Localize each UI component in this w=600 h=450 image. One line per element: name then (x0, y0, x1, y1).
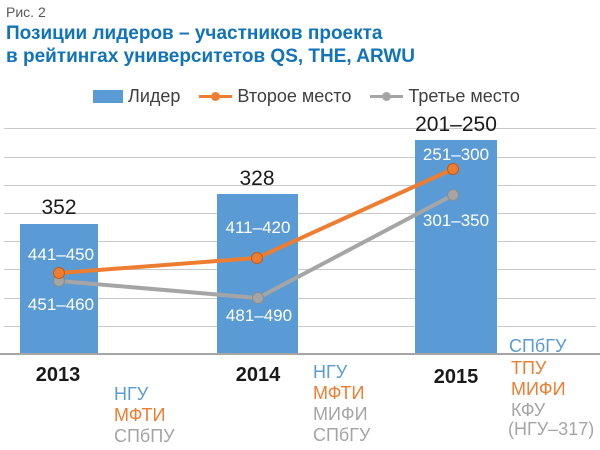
bar-2015-leader (415, 140, 497, 354)
third-place-label-2014: 481–490 (225, 306, 293, 325)
gridline (4, 128, 596, 129)
gridline (4, 157, 596, 158)
annotation-2014-second: МФТИ (313, 383, 365, 403)
annotation-2015-second-2: МИФИ (511, 379, 566, 399)
third-place-line-icon (370, 90, 404, 103)
legend-label-leader: Лидер (128, 86, 181, 106)
chart-title: Позиции лидеров – участников проекта в р… (6, 22, 415, 68)
legend-label-third: Третье место (408, 86, 520, 106)
chart-title-line-2: в рейтингах университетов QS, THE, ARWU (6, 46, 416, 67)
annotation-2014-third-1: МИФИ (313, 404, 368, 424)
legend-item-second: Второе место (199, 86, 351, 107)
second-place-label-2015: 251–300 (422, 145, 490, 164)
second-place-label-2014: 411–420 (225, 218, 291, 237)
second-place-label-2013: 441–450 (27, 245, 95, 264)
legend-item-third: Третье место (370, 86, 520, 107)
annotation-2013-leader: НГУ (114, 384, 149, 404)
bar-value-2014: 328 (239, 167, 275, 190)
annotation-2015-third-2: (НГУ–317) (508, 419, 595, 439)
chart-title-line-1: Позиции лидеров – участников проекта (6, 23, 383, 44)
annotation-2013-third: СПбПУ (114, 426, 175, 446)
second-place-line-icon (199, 90, 233, 103)
gridline (4, 185, 596, 186)
annotation-2014-leader: НГУ (313, 362, 348, 382)
x-axis-line (0, 353, 600, 355)
x-label-2014: 2014 (235, 364, 281, 386)
gridline (4, 326, 596, 327)
gridline (4, 213, 596, 214)
x-label-2013: 2013 (35, 364, 81, 386)
x-label-2015: 2015 (433, 366, 479, 388)
legend: Лидер Второе место Третье место (93, 86, 520, 107)
bar-value-2015: 201–250 (415, 113, 497, 136)
annotation-2014-third-2: СПбГУ (313, 425, 371, 445)
legend-label-second: Второе место (237, 86, 352, 106)
leader-swatch-icon (93, 90, 123, 103)
bar-value-2013: 352 (41, 196, 77, 219)
legend-item-leader: Лидер (93, 86, 180, 107)
bar-2013-leader (20, 224, 98, 354)
annotation-2015-third-1: КФУ (511, 400, 546, 420)
figure-number: Рис. 2 (6, 4, 46, 20)
third-place-label-2015: 301–350 (422, 211, 490, 230)
annotation-2013-second: МФТИ (114, 405, 166, 425)
third-place-label-2013: 451–460 (27, 295, 95, 314)
annotation-2015-leader: СПбГУ (509, 336, 567, 356)
annotation-2015-second-1: ТПУ (511, 358, 547, 378)
